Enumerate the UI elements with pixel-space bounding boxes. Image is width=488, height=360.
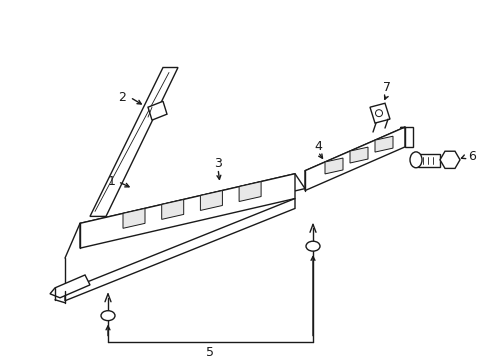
- Polygon shape: [148, 101, 167, 120]
- Polygon shape: [399, 127, 412, 147]
- Text: 7: 7: [382, 81, 390, 94]
- Polygon shape: [80, 174, 305, 238]
- Polygon shape: [50, 275, 90, 298]
- Text: 4: 4: [313, 140, 321, 153]
- Polygon shape: [369, 103, 389, 123]
- Text: 1: 1: [108, 175, 116, 188]
- Polygon shape: [374, 136, 392, 152]
- Polygon shape: [200, 190, 222, 211]
- Ellipse shape: [305, 241, 319, 251]
- Polygon shape: [90, 67, 178, 216]
- Polygon shape: [123, 208, 145, 228]
- Text: 6: 6: [467, 150, 475, 163]
- Polygon shape: [305, 127, 404, 190]
- Polygon shape: [417, 154, 439, 167]
- Ellipse shape: [409, 152, 421, 168]
- Polygon shape: [325, 158, 342, 174]
- Polygon shape: [239, 182, 261, 202]
- Text: 5: 5: [205, 346, 214, 359]
- Polygon shape: [65, 198, 294, 301]
- Text: 3: 3: [214, 157, 222, 170]
- Polygon shape: [305, 127, 412, 183]
- Polygon shape: [80, 174, 294, 248]
- Polygon shape: [162, 199, 183, 219]
- Polygon shape: [349, 147, 367, 163]
- Text: 2: 2: [118, 91, 126, 104]
- Ellipse shape: [101, 311, 115, 321]
- Circle shape: [375, 110, 382, 117]
